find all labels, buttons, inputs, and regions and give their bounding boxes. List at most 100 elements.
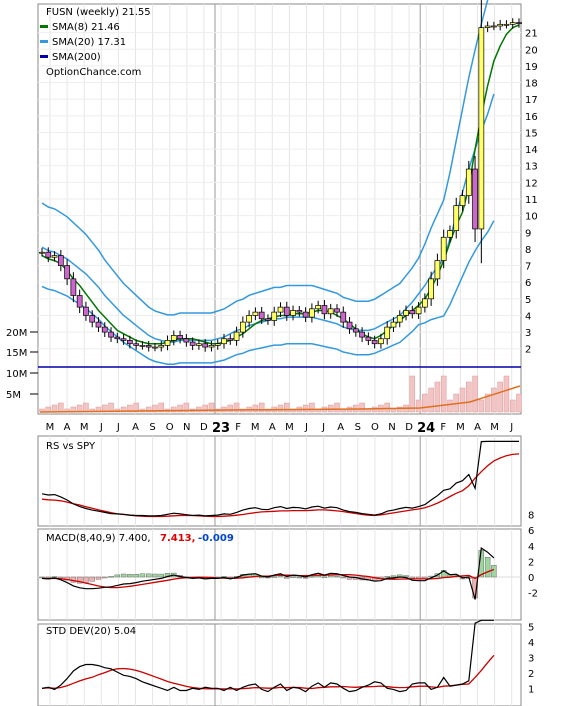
macd-signal-line <box>41 568 495 589</box>
candle-body <box>252 311 259 316</box>
macd-histogram-bar <box>95 576 102 580</box>
candle-body <box>352 328 359 333</box>
rs-label: RS vs SPY <box>46 441 96 452</box>
price-tick-label: 21 <box>525 29 538 40</box>
macd-histogram-bar <box>484 557 491 578</box>
macd-histogram-bar <box>334 575 340 578</box>
volume-bar <box>478 399 485 413</box>
macd-histogram-bar <box>340 576 346 579</box>
month-label: A <box>337 422 344 433</box>
candle-body <box>440 236 447 261</box>
candle-body <box>509 22 516 25</box>
volume-bar <box>277 404 284 413</box>
macd-histogram-bar <box>108 575 114 578</box>
price-tick-label: 12 <box>525 178 538 189</box>
volume-bar <box>171 406 177 413</box>
volume-bar <box>284 402 290 413</box>
legend-entry: FUSN (weekly) 21.55 <box>46 7 151 18</box>
month-label: 24 <box>417 421 435 436</box>
legend-entry: SMA(200) <box>52 52 101 63</box>
volume-bar <box>497 381 503 413</box>
month-label: A <box>132 422 139 433</box>
volume-bar <box>252 404 259 413</box>
volume-bar <box>447 399 453 413</box>
candle-body <box>447 230 453 238</box>
volume-bar <box>459 387 466 413</box>
candle-body <box>57 255 64 266</box>
candle-body <box>271 311 278 321</box>
volume-bar <box>334 402 340 413</box>
candle-body <box>120 338 127 341</box>
month-label: A <box>269 422 276 433</box>
candle-body <box>434 260 441 280</box>
candle-body <box>415 306 422 315</box>
candle-body <box>145 345 152 348</box>
month-label: J <box>304 422 308 433</box>
volume-bar <box>434 381 441 413</box>
macd-histogram-bar <box>158 573 164 578</box>
candle-body <box>246 315 252 323</box>
month-label: N <box>183 422 190 433</box>
month-label: M <box>251 422 260 433</box>
candle-body <box>221 338 227 345</box>
month-label: O <box>166 422 174 433</box>
macd-histogram-bar <box>309 576 315 578</box>
candle-body <box>340 311 347 323</box>
volume-bar <box>409 375 416 413</box>
candle-body <box>152 346 158 349</box>
month-label: S <box>149 422 155 433</box>
month-label: F <box>235 422 241 433</box>
macd-tick-label: 6 <box>528 526 534 537</box>
macd-histogram-bar <box>390 575 397 578</box>
candle-body <box>89 315 96 323</box>
month-label: J <box>509 422 513 433</box>
volume-tick-label: 15M <box>6 348 27 359</box>
volume-tick-label: 10M <box>6 369 27 380</box>
legend-entry: OptionChance.com <box>46 67 141 78</box>
price-tick-label: 16 <box>525 112 538 123</box>
candle-body <box>465 168 472 197</box>
candle-body <box>177 335 183 340</box>
macd-tick-label: 0 <box>528 573 534 584</box>
candle-body <box>484 25 491 28</box>
price-tick-label: 2 <box>525 345 531 356</box>
month-label: M <box>46 422 55 433</box>
candle-body <box>491 25 497 28</box>
volume-tick-label: 20M <box>6 328 27 339</box>
volume-bar <box>491 387 497 413</box>
macd-line <box>41 546 495 600</box>
month-label: J <box>99 422 103 433</box>
price-tick-label: 5 <box>525 295 531 306</box>
candle-body <box>359 331 365 338</box>
macd-histogram-bar <box>384 576 390 578</box>
month-label: D <box>200 422 208 433</box>
volume-bar <box>384 402 390 413</box>
month-label: O <box>371 422 379 433</box>
candle-body <box>227 338 234 341</box>
macd-histogram-bar <box>277 575 284 578</box>
candle-body <box>283 306 290 316</box>
macd-histogram-bar <box>45 576 51 579</box>
candle-body <box>139 345 146 347</box>
candle-body <box>334 308 340 313</box>
macd-histogram-bar <box>39 576 45 579</box>
candle-body <box>516 22 522 25</box>
macd-tick-label: -2 <box>528 589 538 600</box>
legend-entry: SMA(20) 17.31 <box>52 37 126 48</box>
candle-body <box>101 326 108 333</box>
macd-histogram-bar <box>89 576 95 582</box>
volume-bar <box>390 408 397 413</box>
month-label: J <box>116 422 120 433</box>
macd-value: 7.413, <box>160 533 195 544</box>
volume-bar <box>120 406 127 413</box>
month-label: M <box>456 422 465 433</box>
candle-body <box>239 321 246 333</box>
stddev-tick-label: 2 <box>528 669 534 680</box>
volume-bar <box>51 404 58 413</box>
macd-histogram-bar <box>120 573 127 578</box>
candle-body <box>133 343 139 346</box>
candle-body <box>51 255 58 258</box>
price-tick-label: 18 <box>525 79 538 90</box>
candle-body <box>472 168 478 230</box>
